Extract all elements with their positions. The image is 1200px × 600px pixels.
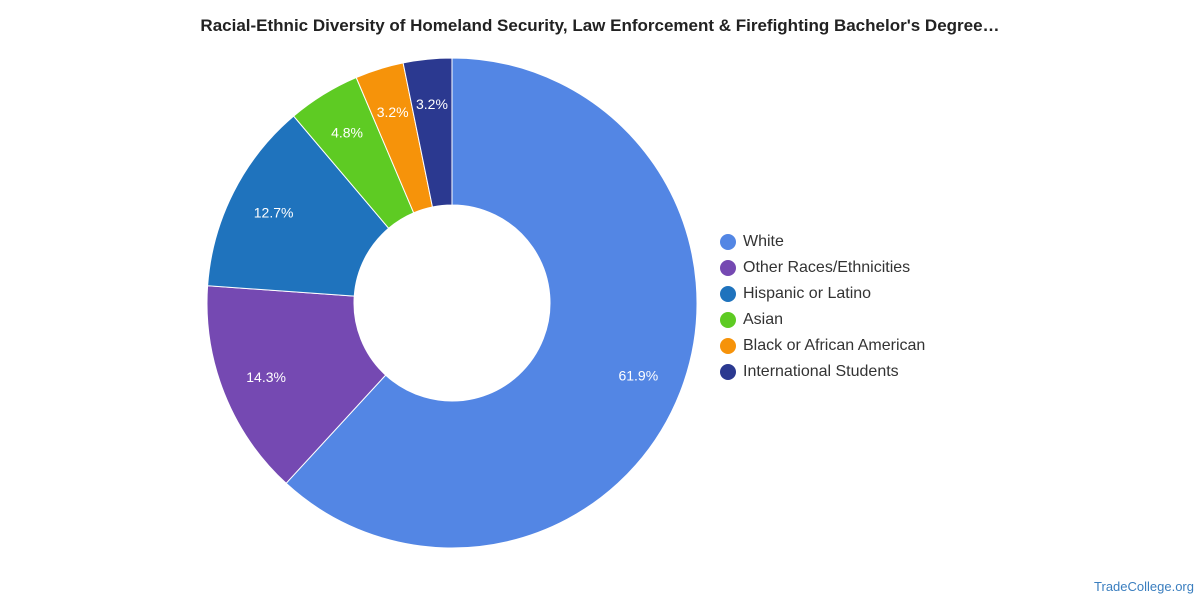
slice-0 (285, 57, 698, 549)
slice-label-2: 12.7% (254, 205, 294, 221)
slice-1 (206, 285, 387, 484)
legend-label: International Students (743, 363, 899, 380)
watermark: TradeCollege.org (1094, 579, 1194, 594)
legend-item-5[interactable]: International Students (720, 359, 925, 385)
slice-2 (207, 115, 390, 297)
legend-swatch (720, 234, 736, 250)
legend-swatch (720, 364, 736, 380)
legend-item-2[interactable]: Hispanic or Latino (720, 281, 925, 307)
legend-label: Hispanic or Latino (743, 285, 872, 302)
slice-label-4: 3.2% (377, 104, 409, 120)
legend-swatch (720, 286, 736, 302)
legend-swatch (720, 338, 736, 354)
legend-item-0[interactable]: White (720, 229, 925, 255)
legend-label: Asian (743, 311, 784, 328)
legend-swatch (720, 260, 736, 276)
slice-label-3: 4.8% (331, 125, 363, 141)
slice-labels-group: 61.9% 14.3% 12.7% 4.8% 3.2% 3.2% (246, 96, 658, 385)
legend-label: Other Races/Ethnicities (743, 259, 911, 276)
slice-5 (402, 57, 453, 208)
slice-label-1: 14.3% (246, 369, 286, 385)
legend-item-4[interactable]: Black or African American (720, 333, 925, 359)
slice-label-0: 61.9% (618, 368, 658, 384)
legend-label: Black or African American (743, 337, 926, 354)
slice-label-5: 3.2% (416, 96, 448, 112)
legend-item-3[interactable]: Asian (720, 307, 925, 333)
chart-title: Racial-Ethnic Diversity of Homeland Secu… (200, 16, 1000, 35)
legend-swatch (720, 312, 736, 328)
legend: White Other Races/Ethnicities Hispanic or … (720, 229, 925, 385)
slices-group (206, 57, 698, 549)
legend-item-1[interactable]: Other Races/Ethnicities (720, 255, 925, 281)
legend-label: White (743, 233, 784, 250)
